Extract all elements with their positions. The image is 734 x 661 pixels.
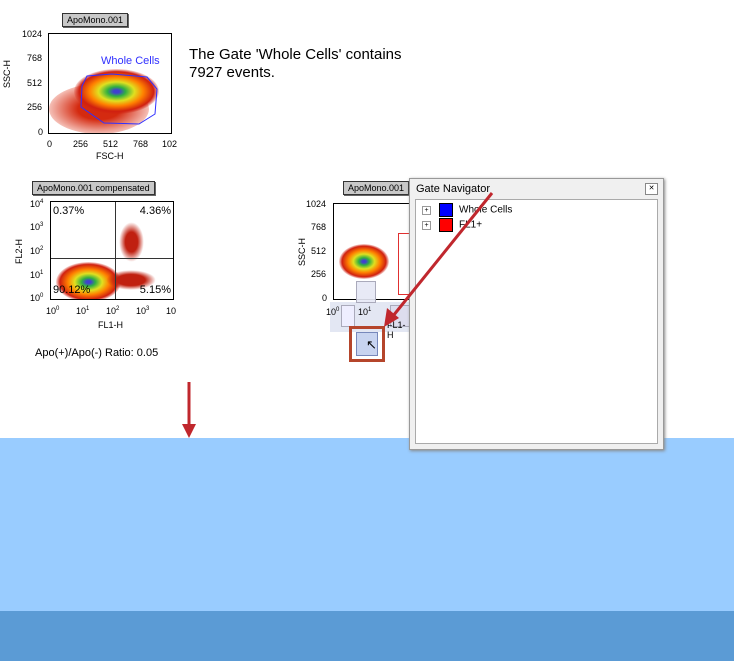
x-tick: 10	[326, 307, 337, 317]
x-tick: 10	[106, 306, 117, 316]
color-swatch	[439, 203, 453, 217]
taskbar	[0, 611, 734, 661]
y-tick-exp: 4	[40, 199, 44, 205]
x-tick: 102	[162, 139, 178, 149]
scatter-density	[339, 244, 389, 279]
x-tick: 10	[76, 306, 87, 316]
down-arrow-head	[182, 424, 196, 438]
color-swatch	[439, 218, 453, 232]
show-gate-navigator-button[interactable]: ↖	[356, 332, 378, 356]
y-tick: 768	[27, 53, 43, 63]
expand-icon[interactable]: +	[422, 220, 431, 230]
quadrant-ll-percent: 90.12%	[53, 284, 91, 296]
y-tick-exp: 0	[40, 293, 44, 299]
plot1-label[interactable]: ApoMono.001	[62, 13, 129, 27]
y-tick: 256	[27, 102, 43, 112]
diagonal-arrow-icon	[391, 192, 494, 317]
plot2-label[interactable]: ApoMono.001 compensated	[32, 181, 155, 195]
y-tick-exp: 3	[40, 222, 44, 228]
left-arrow-button[interactable]	[341, 305, 355, 327]
y-tick: 1024	[306, 199, 327, 209]
x-tick: 256	[73, 139, 89, 149]
close-button[interactable]: ✕	[645, 183, 658, 195]
x-axis-label: FL1-H	[98, 320, 124, 330]
x-tick: 10	[46, 306, 57, 316]
y-tick: 512	[27, 78, 43, 88]
x-tick: 10	[136, 306, 147, 316]
tree-item-whole-cells[interactable]: + Whole Cells	[422, 203, 512, 217]
y-tick: 10	[30, 222, 41, 232]
y-tick: 10	[30, 293, 41, 303]
x-tick-exp: 2	[116, 306, 120, 312]
y-tick-exp: 1	[40, 270, 44, 276]
quadrant-line-horizontal[interactable]	[51, 258, 173, 259]
x-tick: 10	[166, 306, 177, 316]
x-tick-exp: 1	[86, 306, 90, 312]
y-tick: 768	[311, 222, 327, 232]
cursor-icon: ↖	[366, 337, 377, 352]
plot3-label[interactable]: ApoMono.001	[343, 181, 410, 195]
expand-icon[interactable]: +	[422, 205, 431, 215]
whole-cells-gate[interactable]	[49, 34, 171, 133]
stats-line: 7927 events.	[189, 64, 275, 81]
tree-item-label: FL1+	[459, 219, 483, 231]
diagonal-arrow-head	[384, 308, 399, 327]
tree-item-fl1-plus[interactable]: + FL1+	[422, 218, 482, 232]
stats-line: The Gate 'Whole Cells' contains	[189, 46, 402, 63]
y-tick: 10	[30, 199, 41, 209]
x-tick-exp: 1	[368, 307, 372, 313]
y-tick-exp: 2	[40, 246, 44, 252]
tree-item-label: Whole Cells	[459, 204, 513, 216]
gate-navigator-window[interactable]: Gate Navigator ✕ + Whole Cells + FL1+	[409, 178, 664, 450]
quadrant-line-vertical[interactable]	[115, 202, 116, 299]
y-tick: 256	[311, 269, 327, 279]
x-axis-label: FL1-H	[387, 320, 406, 340]
scatter-density	[106, 270, 156, 290]
y-tick: 512	[311, 246, 327, 256]
y-tick: 10	[30, 246, 41, 256]
window-title: Gate Navigator	[416, 183, 490, 195]
x-tick: 0	[47, 139, 53, 149]
highlight-box: ↖	[349, 326, 385, 362]
y-tick: 1024	[22, 29, 43, 39]
scatter-density	[119, 222, 144, 262]
x-tick: 512	[103, 139, 119, 149]
x-tick: 10	[358, 307, 369, 317]
y-tick: 0	[322, 293, 328, 303]
gate-stats-text: The Gate 'Whole Cells' contains 7927 eve…	[189, 46, 402, 82]
quadrant-lr-percent: 5.15%	[139, 284, 171, 296]
plot1-area[interactable]: Whole Cells	[48, 33, 172, 134]
gate-name-label: Whole Cells	[101, 55, 160, 67]
x-tick-exp: 0	[56, 306, 60, 312]
ratio-text: Apo(+)/Apo(-) Ratio: 0.05	[35, 347, 159, 359]
quadrant-ul-percent: 0.37%	[53, 205, 85, 217]
x-tick: 768	[133, 139, 149, 149]
x-tick-exp: 0	[336, 307, 340, 313]
y-tick: 10	[30, 270, 41, 280]
desktop-area	[0, 438, 734, 611]
y-tick: 0	[38, 127, 44, 137]
x-axis-label: FSC-H	[96, 151, 124, 161]
x-tick-exp: 3	[146, 306, 150, 312]
plot2-area[interactable]: 0.37% 4.36% 90.12% 5.15%	[50, 201, 174, 300]
quadrant-ur-percent: 4.36%	[139, 205, 171, 217]
up-arrow-button[interactable]	[356, 281, 376, 303]
